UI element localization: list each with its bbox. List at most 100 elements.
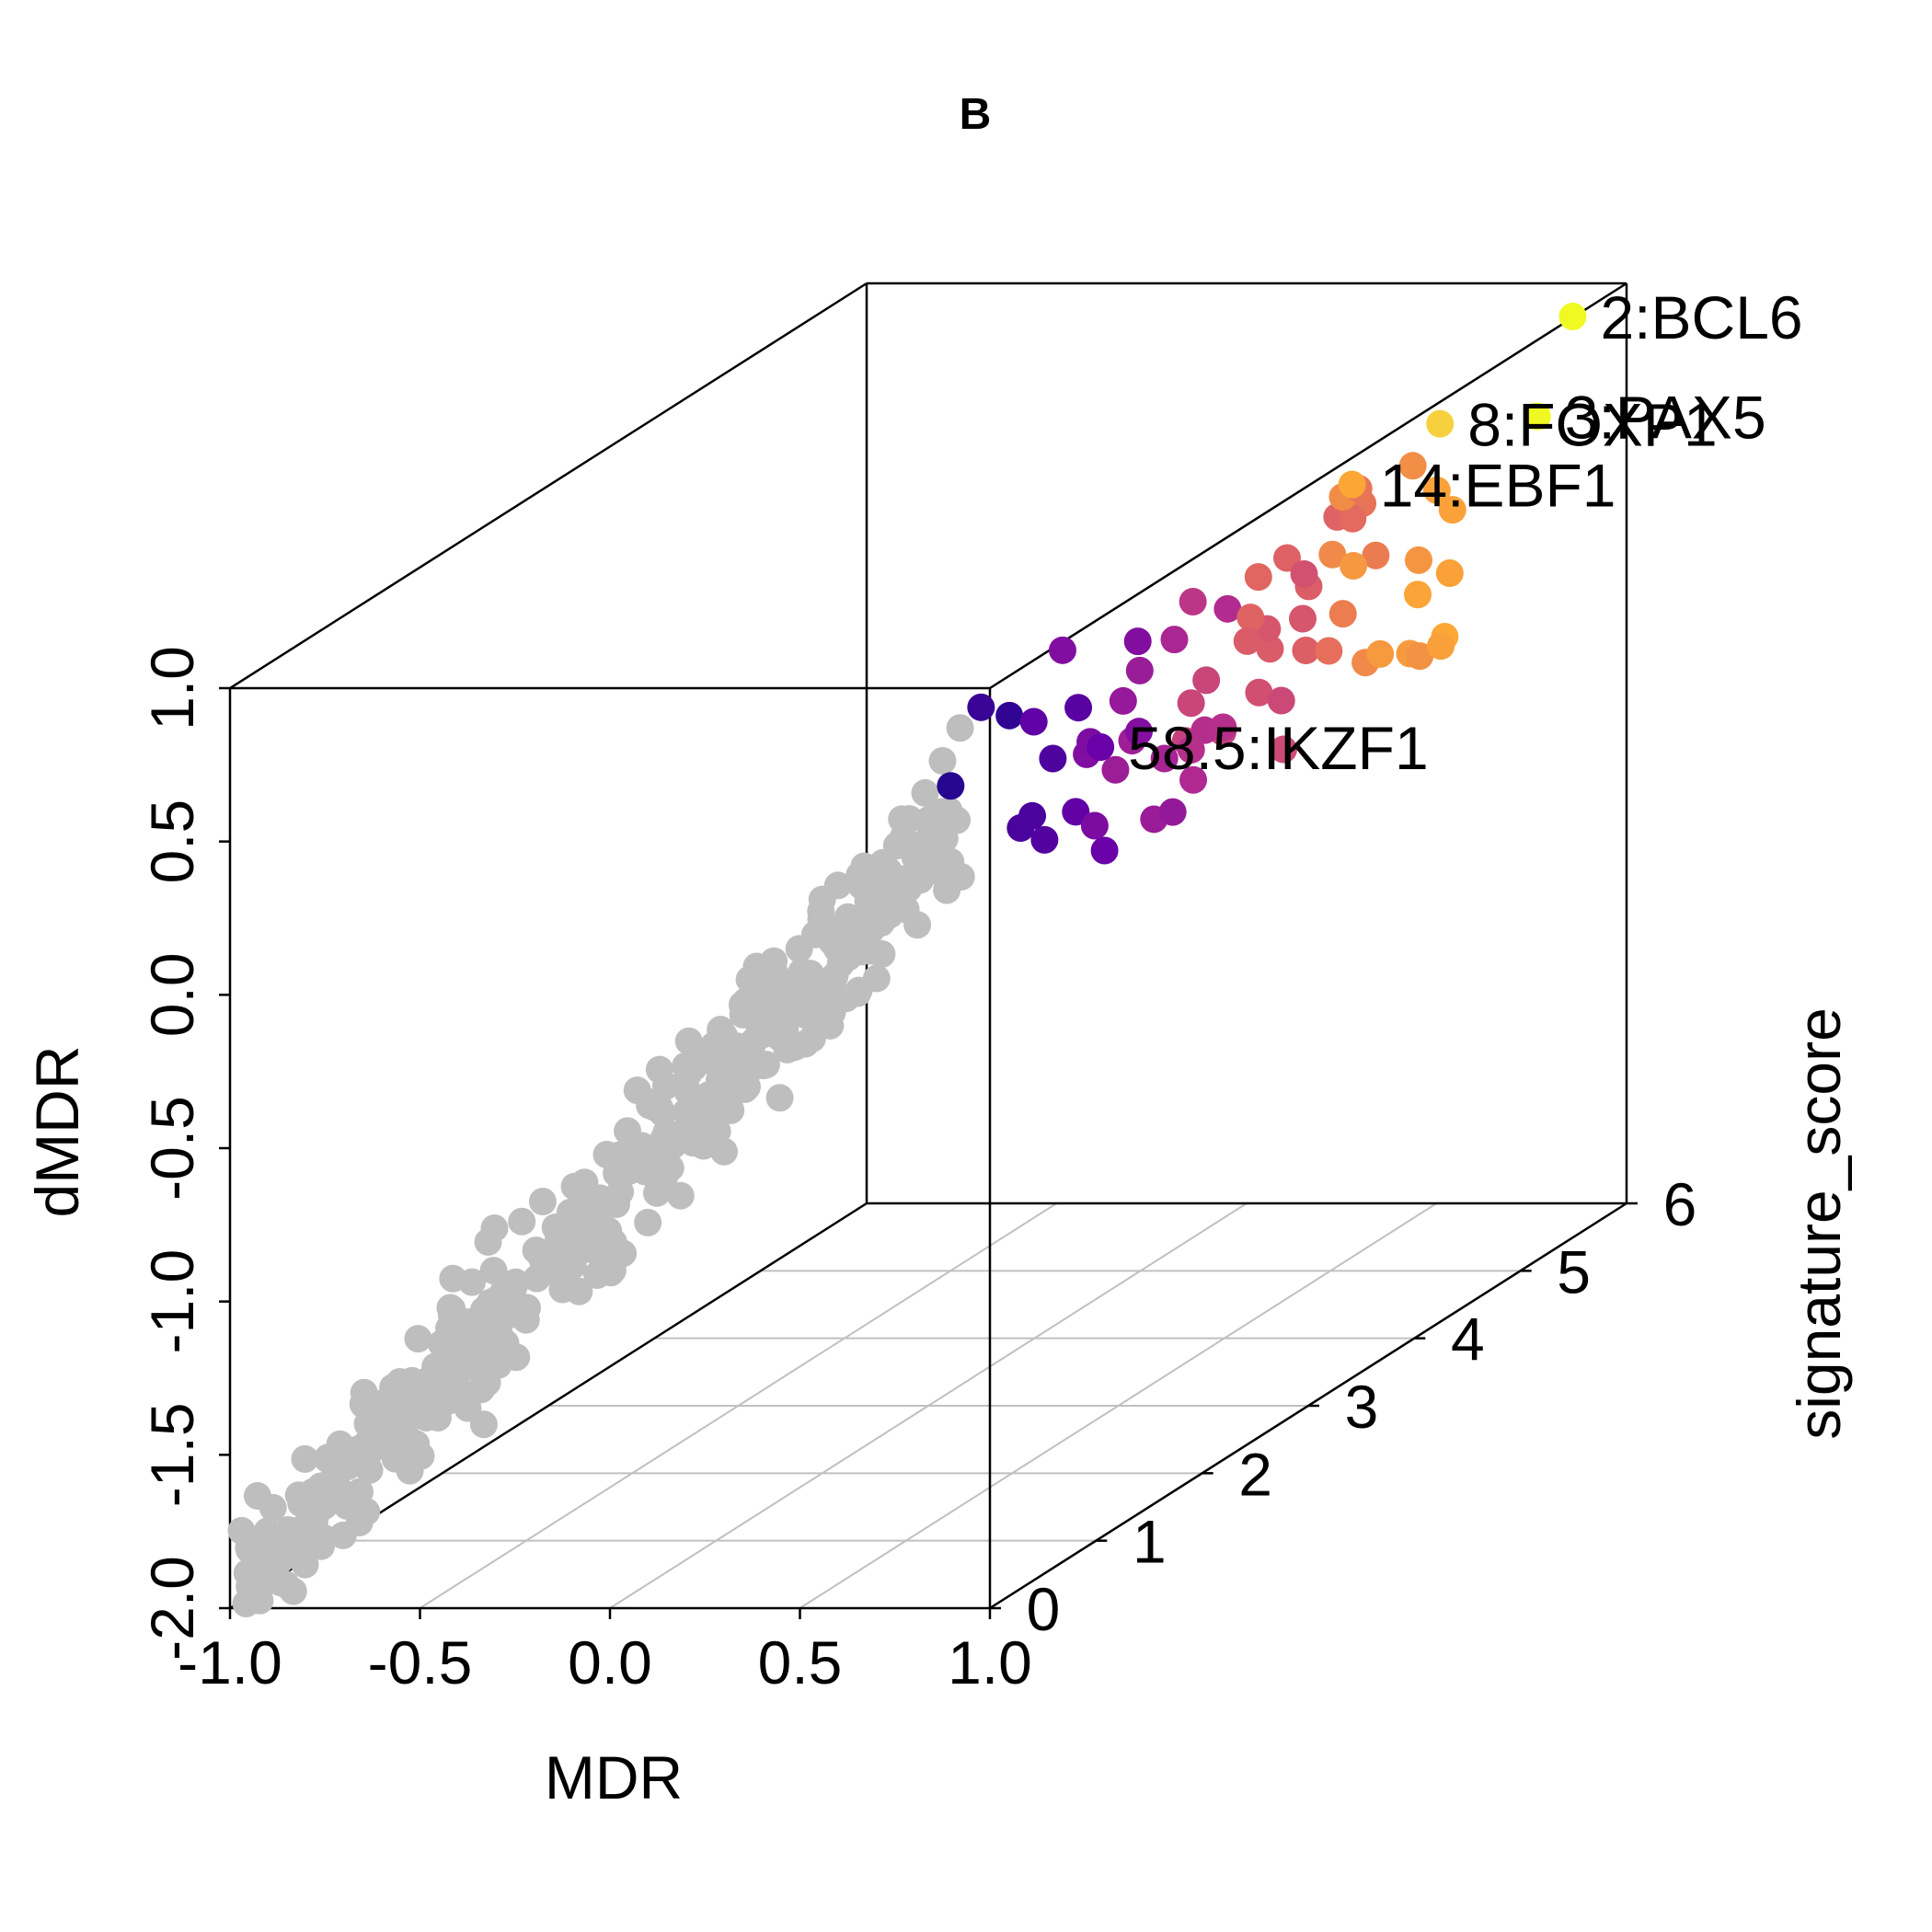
data-point bbox=[620, 1143, 649, 1171]
data-point bbox=[588, 1236, 616, 1265]
data-point bbox=[1523, 402, 1551, 431]
data-point bbox=[1426, 409, 1455, 438]
data-point bbox=[355, 1455, 384, 1484]
data-point bbox=[1290, 559, 1318, 588]
data-point bbox=[943, 806, 972, 834]
data-point bbox=[345, 1508, 374, 1536]
data-point bbox=[1270, 735, 1298, 764]
data-point bbox=[596, 1259, 625, 1287]
data-point bbox=[888, 805, 916, 834]
z-tick-label: -2.0 bbox=[138, 1556, 206, 1661]
data-point bbox=[1213, 594, 1242, 623]
data-point bbox=[1404, 546, 1432, 574]
data-point bbox=[710, 1052, 739, 1081]
data-point bbox=[469, 1410, 498, 1439]
data-point bbox=[906, 866, 935, 894]
data-point bbox=[1340, 551, 1368, 580]
data-point bbox=[322, 1471, 351, 1500]
data-point bbox=[592, 1141, 621, 1169]
data-point bbox=[645, 1055, 673, 1084]
frame-edge bbox=[229, 282, 868, 690]
data-point bbox=[995, 701, 1024, 730]
data-point bbox=[834, 922, 863, 950]
data-point bbox=[967, 693, 995, 721]
data-point bbox=[1039, 744, 1067, 773]
chart-title: B bbox=[960, 90, 992, 139]
frame-edge bbox=[989, 282, 1627, 690]
data-point bbox=[467, 1375, 496, 1404]
data-point bbox=[695, 1081, 723, 1110]
data-point bbox=[349, 1390, 377, 1419]
point-label: 2:BCL6 bbox=[1600, 283, 1802, 351]
data-point bbox=[1209, 713, 1237, 742]
data-point bbox=[765, 1084, 794, 1112]
z-tick-label: 0.0 bbox=[138, 952, 206, 1037]
data-point bbox=[548, 1275, 577, 1304]
data-point bbox=[477, 1288, 505, 1317]
y-tick-label: 0 bbox=[1027, 1575, 1061, 1643]
data-point bbox=[368, 1409, 397, 1438]
data-point bbox=[1158, 798, 1187, 826]
data-point bbox=[1338, 470, 1366, 499]
data-point bbox=[844, 979, 872, 1007]
x-tick-label: 0.0 bbox=[568, 1628, 652, 1696]
data-point bbox=[799, 1004, 827, 1032]
data-point bbox=[1236, 604, 1265, 632]
z-tick-label: -0.5 bbox=[138, 1096, 206, 1201]
x-tick-label: 1.0 bbox=[948, 1628, 1032, 1696]
data-point bbox=[558, 1247, 586, 1275]
x-axis-label: MDR bbox=[545, 1743, 683, 1811]
point-label: 3:PAX5 bbox=[1565, 384, 1766, 452]
data-point bbox=[614, 1117, 642, 1145]
data-point bbox=[569, 1174, 597, 1202]
data-point bbox=[1289, 604, 1317, 633]
data-point bbox=[937, 772, 965, 800]
y-tick-label: 4 bbox=[1451, 1305, 1485, 1374]
data-point bbox=[733, 1073, 762, 1101]
data-point bbox=[1245, 678, 1273, 707]
data-point bbox=[1160, 626, 1189, 654]
data-point bbox=[1090, 836, 1119, 865]
data-point bbox=[807, 897, 835, 926]
data-point bbox=[522, 1236, 550, 1265]
data-point bbox=[1177, 735, 1205, 764]
data-point bbox=[723, 1032, 752, 1061]
y-tick-label: 1 bbox=[1133, 1508, 1167, 1576]
data-point bbox=[1123, 627, 1152, 656]
data-point bbox=[508, 1207, 536, 1236]
data-point bbox=[379, 1374, 408, 1402]
data-point bbox=[1318, 540, 1347, 569]
data-point bbox=[1062, 798, 1090, 826]
data-point bbox=[291, 1444, 319, 1473]
z-axis-label: dMDR bbox=[23, 1045, 91, 1217]
data-point bbox=[485, 1347, 513, 1375]
data-point bbox=[1109, 686, 1137, 715]
data-point bbox=[232, 1589, 260, 1617]
data-point bbox=[1179, 765, 1208, 794]
data-point bbox=[1125, 718, 1154, 746]
data-point bbox=[1328, 600, 1357, 628]
y-tick-label: 6 bbox=[1663, 1170, 1697, 1238]
data-point bbox=[1406, 642, 1434, 671]
data-point bbox=[1339, 504, 1367, 533]
z-tick-label: 0.5 bbox=[138, 799, 206, 884]
axis-ticks: -1.0 -0.5 0.0 0.5 1.0 -2.0 -1.5 -1.0 -0.5 0.0 0.5 1… bbox=[138, 646, 1696, 1696]
data-point bbox=[1292, 636, 1320, 664]
data-point bbox=[672, 1098, 700, 1126]
data-point bbox=[1048, 636, 1076, 664]
data-point bbox=[388, 1444, 417, 1473]
data-point bbox=[1177, 689, 1205, 718]
data-point bbox=[773, 1035, 801, 1064]
data-point bbox=[1030, 825, 1059, 854]
x-tick-label: -1.0 bbox=[178, 1628, 282, 1696]
data-point bbox=[798, 1024, 826, 1052]
data-point bbox=[421, 1352, 450, 1381]
point-label: 14:EBF1 bbox=[1380, 452, 1616, 520]
data-point bbox=[1427, 632, 1455, 661]
data-point bbox=[674, 1027, 703, 1055]
data-point bbox=[761, 1009, 789, 1038]
data-point bbox=[673, 1061, 702, 1089]
data-point bbox=[1558, 303, 1587, 330]
